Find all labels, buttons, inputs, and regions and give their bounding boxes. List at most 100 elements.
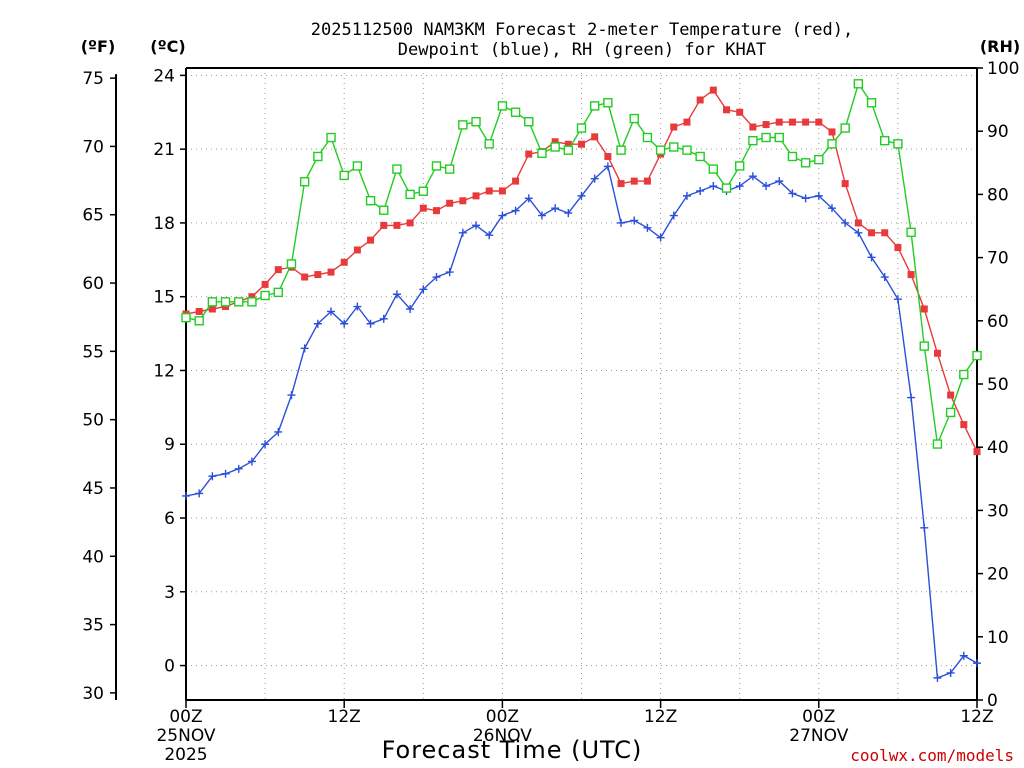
dewpoint-point [313, 319, 322, 328]
celsius-tick-label: 6 [164, 509, 175, 529]
x-tick-label: 12Z [644, 707, 677, 727]
rh-point [642, 132, 653, 143]
rh-tick-label: 50 [987, 375, 1009, 395]
source-credit: coolwx.com/models [850, 746, 1014, 765]
dewpoint-point [643, 223, 652, 232]
temperature-point [630, 177, 638, 185]
dewpoint-series [182, 162, 981, 682]
dewpoint-point [788, 189, 797, 198]
temperature-point [485, 187, 493, 195]
dewpoint-point [551, 204, 560, 213]
rh-unit-label: (RH) [980, 37, 1020, 56]
dewpoint-point [617, 218, 626, 227]
rh-point [576, 123, 587, 133]
rh-point [787, 151, 798, 162]
rh-point [550, 142, 560, 152]
temperature-point [775, 118, 783, 126]
dewpoint-point [287, 391, 296, 400]
temperature-point [393, 221, 401, 229]
temperature-point [446, 199, 454, 207]
dewpoint-point [366, 319, 375, 328]
rh-tick-label: 60 [987, 312, 1009, 332]
rh-point [392, 164, 402, 174]
grid-lines [186, 68, 977, 700]
x-tick-label: 00Z [486, 707, 519, 727]
fahrenheit-tick-label: 45 [82, 479, 104, 499]
dewpoint-point [748, 172, 757, 181]
temperature-point [933, 349, 941, 357]
rh-point [207, 297, 218, 307]
rh-point [959, 369, 969, 380]
rh-point [524, 117, 534, 127]
dewpoint-point [392, 290, 401, 299]
celsius-tick-label: 0 [164, 657, 175, 677]
temperature-point [907, 271, 915, 279]
rh-point [589, 101, 600, 111]
dewpoint-point [537, 211, 546, 220]
rh-point [563, 145, 574, 155]
temperature-point [261, 280, 269, 288]
dewpoint-point [432, 273, 441, 282]
dewpoint-point [445, 268, 454, 277]
dewpoint-point [182, 491, 190, 500]
celsius-tick-label: 21 [153, 140, 175, 160]
rh-point [669, 142, 679, 152]
dewpoint-point [247, 457, 256, 466]
celsius-tick-label: 9 [164, 435, 175, 455]
temperature-point [683, 118, 691, 126]
dewpoint-point [472, 221, 481, 230]
rh-point [880, 135, 890, 146]
rh-point [418, 186, 428, 196]
rh-point [866, 98, 877, 108]
rh-point [260, 290, 270, 301]
fahrenheit-tick-label: 55 [82, 342, 104, 362]
dewpoint-point [973, 659, 981, 668]
dewpoint-point [630, 216, 639, 225]
temperature-point [327, 268, 335, 276]
dewpoint-point [603, 162, 612, 171]
dewpoint-point [735, 182, 744, 191]
dewpoint-point [327, 307, 336, 316]
temperature-point [736, 108, 744, 116]
fahrenheit-tick-label: 60 [82, 274, 104, 294]
rh-tick-label: 90 [987, 122, 1009, 142]
temperature-point [248, 293, 256, 301]
temperature-point [643, 177, 651, 185]
rh-point [405, 189, 415, 200]
temperature-point [432, 207, 440, 215]
temperature-point [195, 307, 203, 315]
temperature-point [591, 133, 599, 141]
dewpoint-point [577, 191, 586, 200]
dewpoint-point [854, 228, 863, 237]
rh-point [497, 101, 508, 111]
rh-point [735, 161, 745, 171]
rh-point [431, 161, 442, 171]
temperature-point [881, 229, 889, 237]
temperature-point [353, 246, 361, 254]
rh-point [932, 439, 943, 449]
dewpoint-point [762, 182, 771, 191]
dewpoint-point [564, 209, 573, 218]
x-tick-date: 26NOV [473, 726, 532, 746]
rh-point [379, 205, 389, 215]
rh-point [194, 316, 204, 326]
temperature-point [828, 128, 836, 136]
temperature-point [762, 121, 770, 129]
temperature-series [182, 86, 981, 456]
rh-point [655, 145, 666, 155]
rh-point [365, 196, 376, 206]
dewpoint-point [775, 177, 784, 186]
rh-tick-label: 40 [987, 438, 1009, 458]
rh-point [721, 183, 732, 193]
rh-point [853, 79, 864, 89]
rh-point [220, 297, 231, 307]
temperature-point [406, 219, 414, 227]
dewpoint-point [933, 673, 942, 682]
temperature-point [314, 271, 322, 279]
celsius-tick-label: 18 [153, 214, 175, 234]
dewpoint-point [946, 668, 955, 677]
dewpoint-point [709, 182, 718, 191]
temperature-point [604, 153, 612, 161]
temperature-point [749, 123, 757, 131]
rh-point [708, 164, 719, 174]
